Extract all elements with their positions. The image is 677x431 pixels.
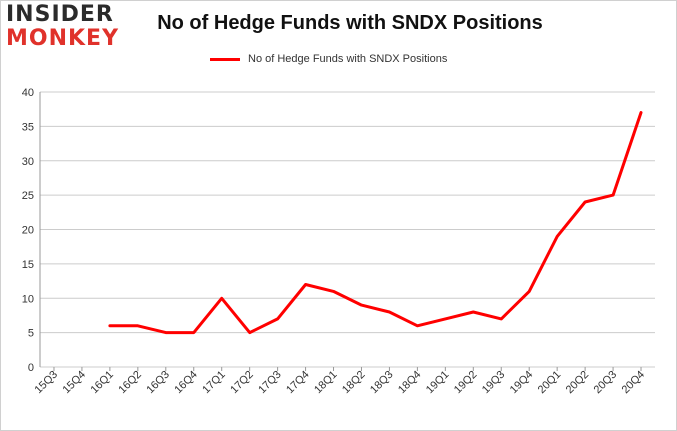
x-tick-label: 16Q3 [144, 369, 172, 397]
x-tick-label: 16Q4 [172, 369, 200, 397]
logo-text-insider: INSIDER [6, 2, 114, 27]
x-tick-label: 15Q4 [61, 369, 89, 397]
y-tick-label: 20 [22, 225, 34, 237]
y-tick-label: 15 [22, 259, 34, 271]
y-tick-label: 25 [22, 190, 34, 202]
x-tick-label: 19Q1 [424, 369, 452, 397]
insider-monkey-logo: INSIDER MONKEY [6, 4, 126, 50]
y-tick-label: 35 [22, 121, 34, 133]
series-line [108, 111, 643, 335]
x-tick-label: 20Q4 [620, 369, 648, 397]
y-tick-label: 10 [22, 293, 34, 305]
x-tick-label: 18Q2 [340, 369, 368, 397]
x-tick-label: 17Q3 [256, 369, 284, 397]
x-tick-label: 19Q3 [480, 369, 508, 397]
x-tick-label: 20Q1 [536, 369, 564, 397]
legend-swatch [210, 57, 240, 61]
y-tick-label: 0 [28, 362, 34, 374]
x-tick-label: 20Q2 [564, 369, 592, 397]
y-tick-label: 40 [22, 87, 34, 99]
x-tick-label: 18Q3 [368, 369, 396, 397]
x-tick-label: 16Q2 [116, 369, 144, 397]
x-tick-label: 17Q4 [284, 369, 312, 397]
legend-label: No of Hedge Funds with SNDX Positions [248, 53, 448, 65]
logo-text-monkey: MONKEY [6, 26, 120, 51]
x-tick-label: 17Q2 [228, 369, 256, 397]
x-tick-label: 18Q4 [396, 369, 424, 397]
x-tick-label: 17Q1 [200, 369, 228, 397]
y-tick-label: 30 [22, 156, 34, 168]
x-tick-label: 19Q2 [452, 369, 480, 397]
x-tick-label: 18Q1 [312, 369, 340, 397]
legend: No of Hedge Funds with SNDX Positions [210, 53, 447, 65]
y-tick-label: 5 [28, 328, 34, 340]
x-tick-label: 20Q3 [592, 369, 620, 397]
x-tick-label: 15Q3 [33, 369, 61, 397]
x-tick-label: 19Q4 [508, 369, 536, 397]
chart-title: No of Hedge Funds with SNDX Positions [157, 12, 543, 34]
x-tick-label: 16Q1 [88, 369, 116, 397]
